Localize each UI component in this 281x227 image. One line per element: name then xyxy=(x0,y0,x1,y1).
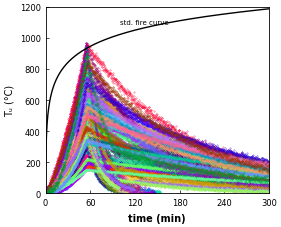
Y-axis label: Tᵤ (°C): Tᵤ (°C) xyxy=(4,85,14,117)
Text: std. fire curve: std. fire curve xyxy=(120,20,169,26)
X-axis label: time (min): time (min) xyxy=(128,213,186,223)
